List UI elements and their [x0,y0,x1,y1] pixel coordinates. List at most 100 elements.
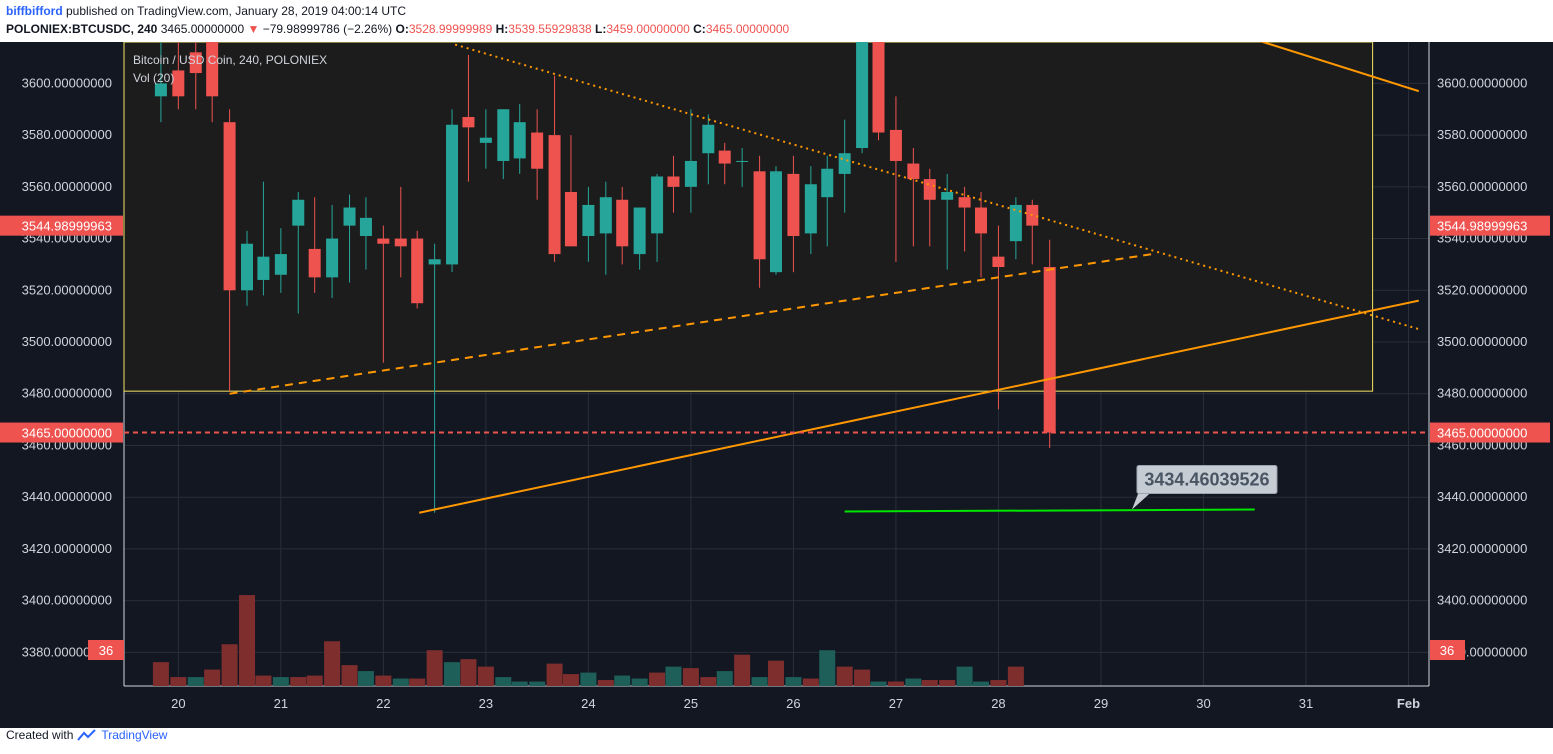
volume-bar [255,675,272,686]
volume-bar [854,669,871,686]
volume-label-left-bg [88,640,124,660]
volume-bar [665,666,682,686]
volume-bar [204,669,221,686]
volume-bar [562,674,579,686]
candle-body [308,248,321,278]
support-callout-label: 3434.46039526 [1144,470,1269,490]
price-label-left-bg [0,422,123,443]
candle-body [684,160,697,187]
volume-bar [682,668,699,686]
volume-bar [444,662,461,686]
open-value: 3528.99999989 [408,22,493,36]
chart-title: Bitcoin / USD Coin, 240, POLONIEX [133,53,327,67]
volume-bar [221,644,238,686]
x-tick-label: 20 [171,696,185,711]
candle-body [736,160,749,162]
low-label: L: [595,22,607,36]
x-tick-label: 26 [786,696,800,711]
change-arrow-icon: ▼ [247,22,260,36]
y-tick-label-left: 3520.00000000 [22,282,112,297]
volume-bar [990,680,1007,686]
price-label-right-bg [1430,215,1550,236]
y-tick-label-left: 3500.00000000 [22,334,112,349]
volume-bar [324,641,341,686]
x-tick-label: 29 [1094,696,1108,711]
publish-line: biffbifford published on TradingView.com… [6,4,406,18]
candle-body [975,207,988,234]
candle-body [359,217,372,236]
candle-body [787,173,800,236]
x-tick-label: 24 [581,696,595,711]
candle-body [838,153,851,174]
candle-body [889,129,902,161]
candle-body [872,42,885,133]
y-tick-label-left: 3600.00000000 [22,75,112,90]
candle-body [241,243,254,291]
volume-bar [836,666,853,686]
high-value: 3539.55929838 [508,22,592,36]
candle-body [564,192,577,247]
volume-bar [580,672,597,686]
volume-bar [870,681,887,686]
volume-bar [700,677,717,686]
candle-body [958,197,971,208]
candle-body [326,238,339,278]
volume-bar [272,677,289,686]
volume-indicator-label: Vol (20) [133,71,174,85]
candle-body [189,52,202,74]
candle-body [428,259,441,265]
username[interactable]: biffbifford [6,4,63,18]
symbol-line: POLONIEX:BTCUSDC, 240 3465.00000000 ▼ −7… [6,22,789,36]
chart-header: biffbifford published on TradingView.com… [0,0,1553,42]
candle-body [343,207,356,226]
candle-body [446,124,459,265]
candle-body [531,132,544,169]
callout-pointer [1131,491,1152,510]
close-label: C: [693,22,706,36]
volume-bar [785,677,802,686]
price-label-left: 3465.00000000 [22,426,112,441]
candle-body [513,122,526,159]
volume-bar [734,654,751,686]
candle-body [582,204,595,236]
candle-body [154,83,167,97]
volume-bar [290,677,307,686]
y-tick-label-left: 3440.00000000 [22,489,112,504]
y-tick-label-left: 3420.00000000 [22,541,112,556]
candle-body [753,171,766,260]
volume-bar [649,672,666,686]
volume-bar [239,595,256,686]
y-tick-label-right: 3500.00000000 [1437,334,1527,349]
candle-body [411,238,424,304]
price-chart[interactable]: 3434.46039526 3380.00000000 3380.00000000… [0,42,1553,728]
y-tick-label-right: 3560.00000000 [1437,179,1527,194]
high-label: H: [495,22,509,36]
candle-body [667,176,680,187]
tradingview-brand[interactable]: TradingView [101,728,168,742]
candle-body [377,238,390,244]
volume-bar [529,681,546,686]
volume-bar [495,677,512,686]
volume-bar [802,678,819,686]
volume-bar [939,680,956,686]
volume-bar [956,666,973,686]
y-tick-label-right: 3440.00000000 [1437,489,1527,504]
volume-bars [152,595,1024,686]
support-callout-box [1136,465,1278,495]
volume-bar [341,665,358,686]
volume-bar [921,680,938,686]
y-tick-label-left: 3560.00000000 [22,179,112,194]
close-value: 3465.00000000 [705,22,790,36]
x-tick-label: 28 [991,696,1005,711]
candle-body [923,179,936,200]
x-tick-label: 27 [889,696,903,711]
price-label-right: 3465.00000000 [1437,426,1527,441]
candle-body [821,168,834,198]
volume-bar [375,675,392,686]
y-tick-label-right: 3400.00000000 [1437,593,1527,608]
volume-bar [905,678,922,686]
candle-body [941,192,954,200]
y-tick-label-right: 3600.00000000 [1437,75,1527,90]
volume-bar [460,659,477,686]
trendline-solid [1259,42,1420,93]
